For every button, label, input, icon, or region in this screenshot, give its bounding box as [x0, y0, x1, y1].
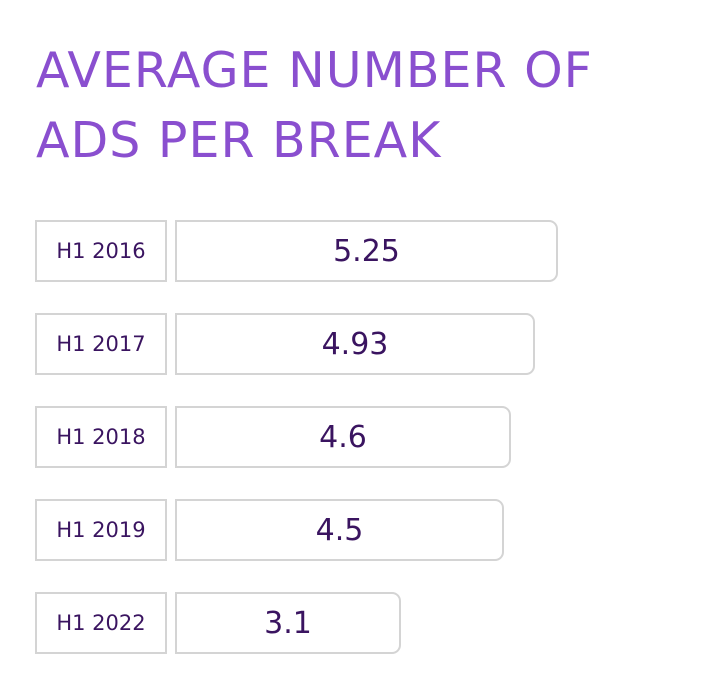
bar: 4.93 — [175, 313, 535, 375]
bar-value-label: 4.5 — [315, 512, 364, 548]
bar-value-label: 5.25 — [333, 233, 400, 269]
bar: 3.1 — [175, 592, 401, 654]
bar-value-label: 4.6 — [319, 419, 367, 455]
category-label: H1 2017 — [35, 313, 167, 375]
bar-row: H1 2022 3.1 — [0, 592, 718, 656]
bar: 4.5 — [175, 499, 504, 561]
bar-value-label: 3.1 — [264, 605, 312, 641]
chart-title-line-2: ADS PER BREAK — [36, 112, 442, 169]
bar-row: H1 2017 4.93 — [0, 313, 718, 377]
category-label: H1 2018 — [35, 406, 167, 468]
bar-row: H1 2018 4.6 — [0, 406, 718, 470]
category-label: H1 2022 — [35, 592, 167, 654]
bar-value-label: 4.93 — [321, 326, 389, 362]
chart-title: AVERAGE NUMBER OF ADS PER BREAK — [36, 36, 706, 176]
bar-row: H1 2019 4.5 — [0, 499, 718, 563]
chart-title-line-1: AVERAGE NUMBER OF — [36, 42, 593, 99]
category-label: H1 2016 — [35, 220, 167, 282]
category-label: H1 2019 — [35, 499, 167, 561]
bar: 4.6 — [175, 406, 511, 468]
bar: 5.25 — [175, 220, 558, 282]
bar-row: H1 2016 5.25 — [0, 220, 718, 284]
